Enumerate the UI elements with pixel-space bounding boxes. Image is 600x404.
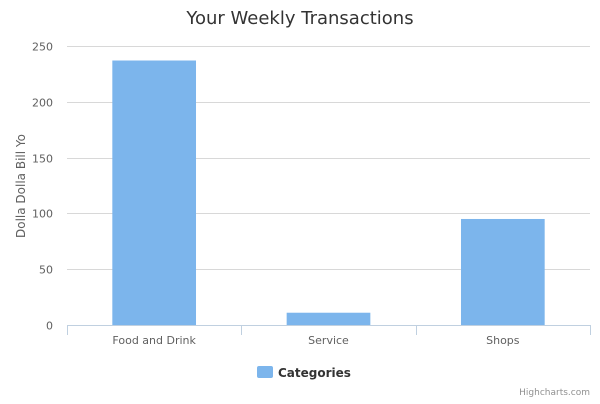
x-axis: Food and Drink Service Shops	[67, 325, 591, 347]
bar-shops[interactable]	[460, 218, 545, 325]
bar-food-and-drink[interactable]	[112, 60, 197, 326]
legend[interactable]: Categories	[257, 366, 351, 380]
y-tick-label: 0	[46, 320, 53, 333]
y-tick-label: 50	[39, 264, 53, 277]
y-tick-label: 200	[32, 97, 53, 110]
y-tick-label: 100	[32, 208, 53, 221]
x-tick-label: Food and Drink	[112, 334, 196, 347]
chart-title: Your Weekly Transactions	[185, 8, 413, 29]
y-axis-title: Dolla Dolla Bill Yo	[14, 134, 28, 238]
legend-label[interactable]: Categories	[278, 366, 351, 380]
y-axis: 0 50 100 150 200 250	[32, 41, 53, 333]
bar-service[interactable]	[286, 312, 371, 325]
bars-group	[112, 60, 545, 326]
x-tick-label: Service	[308, 334, 349, 347]
legend-swatch[interactable]	[257, 366, 273, 378]
x-tick-label: Shops	[486, 334, 520, 347]
y-tick-label: 250	[32, 41, 53, 54]
y-tick-label: 150	[32, 153, 53, 166]
credits-link[interactable]: Highcharts.com	[519, 388, 590, 398]
